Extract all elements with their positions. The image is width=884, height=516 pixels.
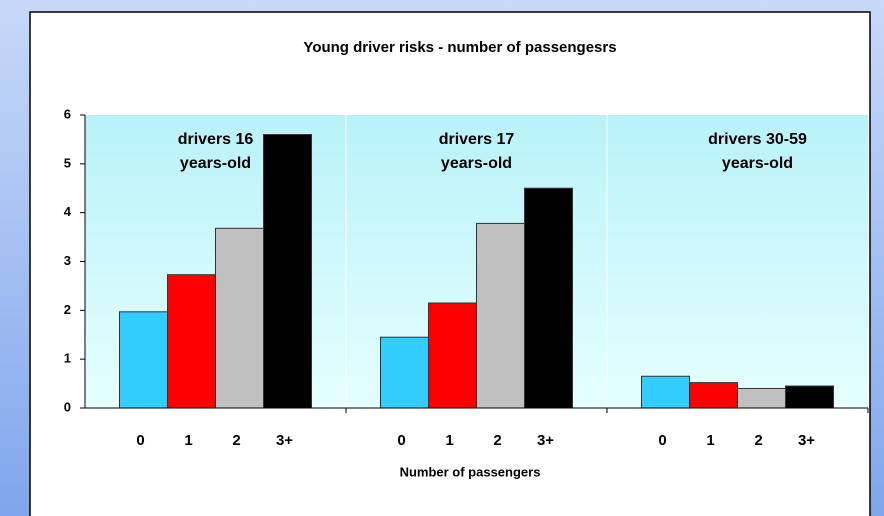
y-tick-label: 3 bbox=[64, 253, 71, 268]
y-tick-label: 1 bbox=[64, 351, 71, 366]
y-tick-label: 5 bbox=[64, 155, 71, 170]
bar bbox=[476, 222, 525, 409]
category-label: drivers 30-59 years-old bbox=[708, 131, 807, 172]
bar bbox=[263, 134, 312, 409]
bar bbox=[380, 336, 429, 409]
bar bbox=[167, 274, 216, 409]
x-tick-label: 1 bbox=[445, 432, 453, 449]
x-tick-label: 0 bbox=[658, 432, 666, 449]
x-tick-label: 3+ bbox=[798, 432, 815, 449]
y-tick-label: 6 bbox=[64, 106, 71, 121]
bar bbox=[641, 375, 690, 409]
bar bbox=[119, 311, 168, 409]
category-label: drivers 16 years-old bbox=[178, 131, 254, 172]
bar bbox=[737, 387, 786, 409]
chart-title: Young driver risks - number of passenges… bbox=[303, 39, 616, 56]
x-tick-label: 2 bbox=[232, 432, 240, 449]
x-tick-label: 2 bbox=[754, 432, 762, 449]
x-tick-label: 0 bbox=[136, 432, 144, 449]
bar bbox=[428, 302, 477, 409]
bar bbox=[785, 385, 834, 409]
x-tick-label: 3+ bbox=[537, 432, 554, 449]
category-label: drivers 17 years-old bbox=[439, 131, 515, 172]
y-tick-label: 2 bbox=[64, 302, 71, 317]
y-tick-label: 0 bbox=[64, 399, 71, 414]
x-tick-label: 1 bbox=[706, 432, 714, 449]
x-tick-label: 2 bbox=[493, 432, 501, 449]
x-tick-label: 3+ bbox=[276, 432, 293, 449]
bar bbox=[689, 382, 738, 409]
y-tick-label: 4 bbox=[64, 204, 72, 219]
bar bbox=[215, 227, 264, 409]
x-tick-label: 1 bbox=[184, 432, 192, 449]
x-tick-label: 0 bbox=[397, 432, 405, 449]
bar bbox=[524, 187, 573, 409]
x-axis-title: Number of passengers bbox=[400, 464, 541, 479]
